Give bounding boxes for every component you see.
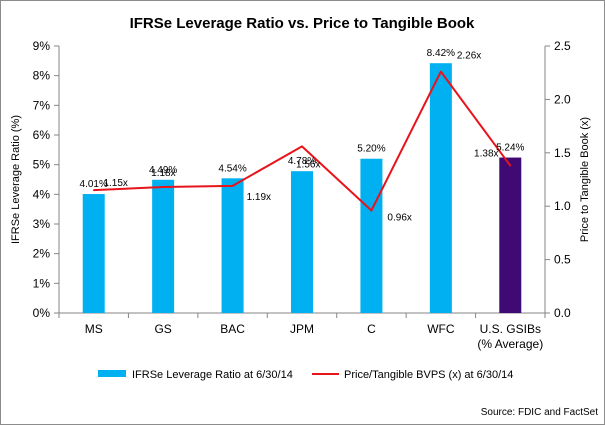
right-tick-label: 1.5: [554, 146, 571, 160]
right-tick-label: 1.0: [554, 199, 571, 213]
bar-bac: [221, 178, 244, 313]
line-data-label: 1.56x: [296, 159, 320, 170]
right-axis-title: Price to Tangible Book (x): [579, 117, 591, 242]
line-data-label: 1.18x: [151, 168, 175, 179]
line-data-label: 1.15x: [103, 178, 127, 189]
x-tick-label: BAC: [220, 322, 245, 336]
bar-us: [499, 157, 522, 313]
bar-data-label: 4.01%: [80, 179, 108, 190]
left-tick-label: 4%: [33, 187, 51, 201]
line-point: [440, 70, 442, 73]
bar-gs: [152, 179, 175, 313]
left-tick-label: 2%: [33, 247, 51, 261]
right-tick-label: 2.5: [554, 39, 571, 53]
bar-ms: [82, 194, 105, 313]
left-tick-label: 6%: [33, 128, 51, 142]
legend-label-bar: IFRSe Leverage Ratio at 6/30/14: [132, 369, 293, 381]
line-data-label: 2.26x: [457, 51, 481, 62]
right-tick-label: 0.5: [554, 253, 571, 267]
x-tick-label: JPM: [290, 322, 314, 336]
line-point: [370, 209, 373, 212]
x-tick-label: GS: [154, 322, 171, 336]
left-tick-label: 0%: [33, 306, 51, 320]
line-data-label: 1.38x: [474, 149, 498, 160]
left-tick-label: 5%: [33, 158, 51, 172]
left-tick-label: 8%: [33, 69, 51, 83]
line-point: [162, 186, 164, 188]
left-tick-label: 7%: [33, 98, 51, 112]
bar-jpm: [291, 171, 313, 313]
line-data-label: 1.19x: [247, 192, 271, 203]
line-point: [231, 185, 234, 187]
source-note: Source: FDIC and FactSet: [481, 407, 598, 418]
legend-label-line: Price/Tangible BVPS (x) at 6/30/14: [344, 369, 513, 381]
bar-data-label: 5.24%: [496, 143, 524, 154]
line-point: [301, 145, 303, 148]
bar-data-label: 8.42%: [427, 48, 455, 59]
line-point: [92, 189, 95, 191]
left-axis-title: IFRSe Leverage Ratio (%): [10, 115, 22, 244]
chart-title: IFRSe Leverage Ratio vs. Price to Tangib…: [130, 15, 475, 32]
legend-swatch-bar: [98, 370, 126, 377]
right-tick-label: 2.0: [554, 92, 571, 106]
x-tick-label: (% Average): [477, 337, 543, 351]
x-tick-label: WFC: [427, 322, 455, 336]
bar-data-label: 4.49%: [149, 165, 177, 176]
x-tick-label: U.S. GSIBs: [480, 322, 541, 336]
bar-data-label: 4.54%: [218, 163, 246, 174]
bar-data-label: 4.78%: [288, 156, 316, 167]
left-tick-label: 9%: [33, 39, 51, 53]
bar-data-label: 5.20%: [357, 144, 385, 155]
right-tick-label: 0.0: [554, 306, 571, 320]
bar-wfc: [429, 63, 452, 313]
x-tick-label: C: [367, 322, 376, 336]
line-data-label: 0.96x: [387, 212, 411, 223]
bar-c: [360, 158, 383, 313]
left-tick-label: 3%: [33, 217, 51, 231]
line-point: [509, 164, 512, 167]
left-tick-label: 1%: [33, 276, 51, 290]
x-tick-label: MS: [85, 322, 103, 336]
